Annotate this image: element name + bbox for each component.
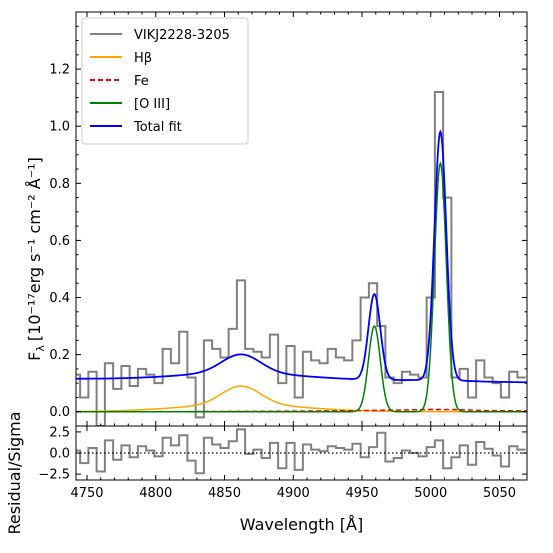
residual-axes-frame xyxy=(75,425,528,481)
x-tick-label: 5050 xyxy=(483,486,516,501)
x-tick-label: 4750 xyxy=(70,486,103,501)
legend-label: Hβ xyxy=(134,51,152,66)
x-tick-label: 5000 xyxy=(414,486,447,501)
legend-label: [O III] xyxy=(134,97,170,112)
residual-y-tick-label: −2.5 xyxy=(38,468,70,483)
ylabel-units: [10⁻¹⁷erg s⁻¹ cm⁻² Å⁻¹] xyxy=(25,157,44,341)
series-total-fit xyxy=(76,129,527,384)
legend-label: VIKJ2228-3205 xyxy=(134,28,230,43)
y-tick-label: 0.4 xyxy=(49,291,70,306)
legend-box xyxy=(81,17,249,145)
ylabel-base: F xyxy=(25,352,44,361)
y-tick-label: 0.2 xyxy=(49,348,70,363)
spectrum-panel: 0.0 0.2 0.4 0.6 0.8 1.0 1.2 Fλ [10⁻¹⁷erg s⁻¹ cm… xyxy=(25,11,528,427)
ylabel-sub: λ xyxy=(34,345,47,352)
series-residual xyxy=(76,428,526,475)
residual-panel: −2.5 0.0 2.5 4750 4800 4850 4900 4950 5000 5050 R… xyxy=(5,411,528,535)
y-tick-label: 0.8 xyxy=(49,177,70,192)
y-tick-label: 0.0 xyxy=(49,405,70,420)
y-tick-label: 1.0 xyxy=(49,120,70,135)
series-observed-spectrum xyxy=(76,90,526,426)
legend: VIKJ2228-3205 Hβ Fe [O III] Total fit xyxy=(81,17,249,145)
spectrum-y-axis-label: Fλ [10⁻¹⁷erg s⁻¹ cm⁻² Å⁻¹] xyxy=(25,157,47,361)
residual-y-axis-label: Residual/Sigma xyxy=(5,411,24,534)
legend-label: Total fit xyxy=(133,120,182,135)
residual-y-tick-label: 2.5 xyxy=(49,425,70,440)
y-tick-label: 0.6 xyxy=(49,234,70,249)
x-tick-label: 4800 xyxy=(139,486,172,501)
spectrum-series-group xyxy=(76,90,527,426)
series-oiii xyxy=(76,161,527,413)
x-tick-label: 4950 xyxy=(345,486,378,501)
series-hbeta xyxy=(76,385,527,413)
y-tick-label: 1.2 xyxy=(49,63,70,78)
x-axis-label: Wavelength [Å] xyxy=(240,515,363,534)
legend-label: Fe xyxy=(134,74,149,89)
residual-series-group xyxy=(76,428,527,475)
x-tick-label: 4900 xyxy=(277,486,310,501)
x-tick-label: 4850 xyxy=(208,486,241,501)
residual-ticks-group: −2.5 0.0 2.5 4750 4800 4850 4900 4950 5000 5050 xyxy=(38,425,528,501)
residual-y-tick-label: 0.0 xyxy=(49,447,70,462)
